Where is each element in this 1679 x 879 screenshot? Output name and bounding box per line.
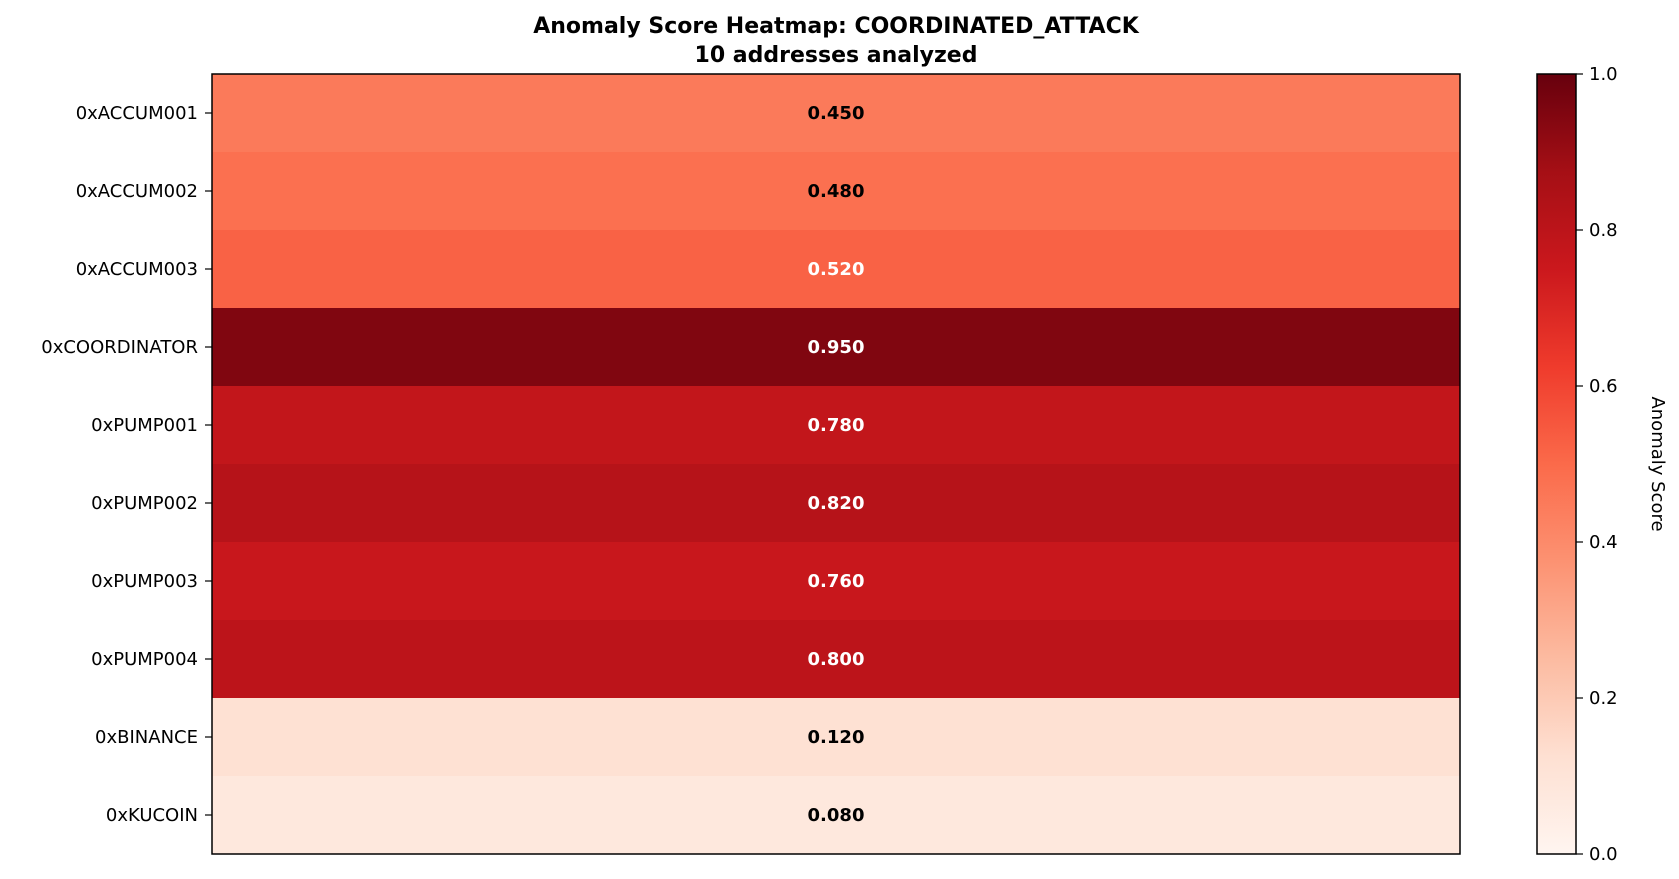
y-tick-label: 0xACCUM002: [76, 181, 198, 202]
colorbar-ticks: 0.0 0.2 0.4 0.6 0.8 1.0: [1576, 64, 1618, 865]
y-tick-label: 0xPUMP003: [91, 571, 198, 592]
colorbar-tick-label: 0.8: [1589, 220, 1618, 241]
y-tick-label: 0xACCUM001: [76, 103, 198, 124]
colorbar-tick-label: 1.0: [1589, 64, 1618, 85]
heatmap-cell: [212, 542, 1460, 621]
heatmap-cell: [212, 152, 1460, 231]
y-tick-label: 0xKUCOIN: [106, 805, 198, 826]
colorbar-tick-label: 0.4: [1589, 532, 1618, 553]
plot-frame: [211, 73, 1461, 855]
colorbar-tick-label: 0.0: [1589, 844, 1618, 865]
cell-value-label: 0.080: [808, 805, 865, 826]
cell-value-label: 0.520: [808, 259, 865, 280]
heatmap-cell: [212, 386, 1460, 465]
heatmap-cell: [212, 464, 1460, 543]
y-tick-label: 0xCOORDINATOR: [41, 337, 198, 358]
colorbar-label: Anomaly Score: [1647, 396, 1668, 531]
y-tick-label: 0xPUMP002: [91, 493, 198, 514]
cell-value-label: 0.450: [808, 103, 865, 124]
cell-value-label: 0.780: [808, 415, 865, 436]
heatmap-cell: [212, 776, 1460, 855]
heatmap-cell: [212, 308, 1460, 387]
cell-value-label: 0.950: [808, 337, 865, 358]
cell-value-label: 0.120: [808, 727, 865, 748]
chart-title: Anomaly Score Heatmap: COORDINATED_ATTAC…: [533, 14, 1139, 39]
heatmap-cell: [212, 620, 1460, 699]
y-tick-label: 0xPUMP001: [91, 415, 198, 436]
heatmap-cell: [212, 230, 1460, 309]
cell-value-label: 0.820: [808, 493, 865, 514]
cell-value-label: 0.800: [808, 649, 865, 670]
colorbar-tick-label: 0.2: [1589, 688, 1618, 709]
y-tick-label: 0xPUMP004: [91, 649, 198, 670]
heatmap-cell-labels: 0.450 0.480 0.520 0.950 0.780 0.820 0.760 0.800…: [808, 103, 865, 826]
chart-subtitle: 10 addresses analyzed: [695, 43, 978, 68]
colorbar-tick-label: 0.6: [1589, 376, 1618, 397]
colorbar-frame: [1536, 73, 1577, 855]
heatmap-cell: [212, 698, 1460, 777]
y-tick-label: 0xACCUM003: [76, 259, 198, 280]
y-axis-ticks: 0xACCUM001 0xACCUM002 0xACCUM003 0xCOORDINA…: [41, 103, 212, 826]
y-tick-label: 0xBINANCE: [95, 727, 198, 748]
colorbar: [1537, 74, 1576, 854]
cell-value-label: 0.760: [808, 571, 865, 592]
heatmap-cell: [212, 74, 1460, 153]
cell-value-label: 0.480: [808, 181, 865, 202]
heatmap-cells: [212, 74, 1460, 855]
